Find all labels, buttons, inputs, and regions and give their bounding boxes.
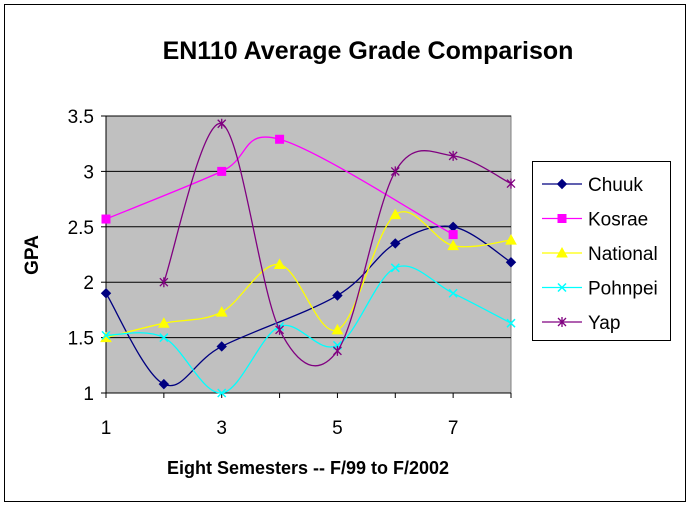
data-point: [216, 341, 227, 352]
data-point: [447, 239, 459, 251]
data-point: [390, 166, 400, 177]
data-point: [273, 258, 286, 269]
y-tick-label: 2.5: [68, 218, 94, 239]
legend-item-yap: Yap: [542, 313, 620, 334]
plot-area: [105, 115, 512, 394]
series-line: [105, 211, 512, 339]
data-point: [217, 166, 227, 176]
gridlines: [106, 115, 511, 339]
legend-marker: [557, 214, 567, 223]
data-point: [448, 230, 458, 240]
series-line: [105, 265, 512, 394]
data-point: [217, 118, 227, 129]
data-point: [506, 178, 516, 189]
axes: [105, 116, 511, 394]
data-point: [448, 150, 458, 161]
series-national: [100, 208, 517, 343]
y-tick-label: 3.5: [68, 107, 94, 128]
y-tick-label: 2: [83, 273, 94, 294]
data-point: [215, 306, 228, 317]
x-axis-ticks: 1 3 5 7: [101, 393, 512, 439]
legend-label: National: [588, 244, 658, 265]
legend-marker: [556, 246, 568, 258]
x-axis-label: Eight Semesters -- F/99 to F/2002: [167, 458, 449, 478]
x-tick-label: 3: [216, 418, 227, 439]
legend-marker: [557, 317, 567, 327]
data-point: [505, 234, 517, 245]
data-point: [275, 134, 285, 144]
legend-label: Chuuk: [588, 175, 643, 196]
data-point: [217, 388, 227, 398]
x-tick-label: 5: [332, 418, 343, 439]
legend-label: Yap: [588, 313, 620, 334]
data-point: [275, 324, 285, 335]
data-point: [101, 330, 111, 340]
legend: Chuuk Kosrae National Pohnpei Yap: [542, 175, 658, 334]
legend-item-pohnpei: Pohnpei: [542, 279, 658, 300]
legend-marker: [556, 178, 568, 190]
data-point: [331, 323, 344, 335]
data-point: [390, 238, 401, 249]
y-axis-ticks: 1 1.5 2 2.5 3 3.5: [68, 107, 106, 405]
x-tick-label: 1: [101, 418, 112, 439]
y-axis-label: GPA: [22, 235, 43, 275]
legend-marker: [557, 282, 567, 293]
data-point: [390, 263, 400, 273]
data-point: [159, 333, 169, 343]
legend-box: [532, 161, 671, 341]
legend-label: Kosrae: [588, 210, 648, 231]
y-tick-label: 3: [83, 162, 94, 183]
legend-item-chuuk: Chuuk: [542, 175, 643, 196]
data-point: [389, 208, 402, 220]
y-tick-label: 1: [83, 384, 94, 405]
y-tick-label: 1.5: [68, 329, 94, 350]
x-tick-label: 7: [448, 418, 459, 439]
data-point: [332, 290, 343, 301]
legend-item-national: National: [542, 244, 658, 265]
data-point: [158, 378, 170, 390]
series-layer: [100, 118, 517, 398]
data-point: [506, 318, 516, 328]
data-point: [100, 288, 112, 299]
series-yap: [159, 118, 516, 367]
series-chuuk: [100, 221, 517, 390]
data-point: [101, 214, 111, 224]
data-point: [332, 345, 342, 356]
data-point: [158, 317, 170, 328]
data-point: [448, 288, 458, 298]
legend-label: Pohnpei: [588, 279, 658, 300]
data-point: [505, 257, 517, 268]
legend-item-kosrae: Kosrae: [542, 210, 648, 231]
data-point: [159, 277, 169, 288]
chart-title: EN110 Average Grade Comparison: [163, 37, 574, 65]
series-line: [163, 123, 512, 367]
